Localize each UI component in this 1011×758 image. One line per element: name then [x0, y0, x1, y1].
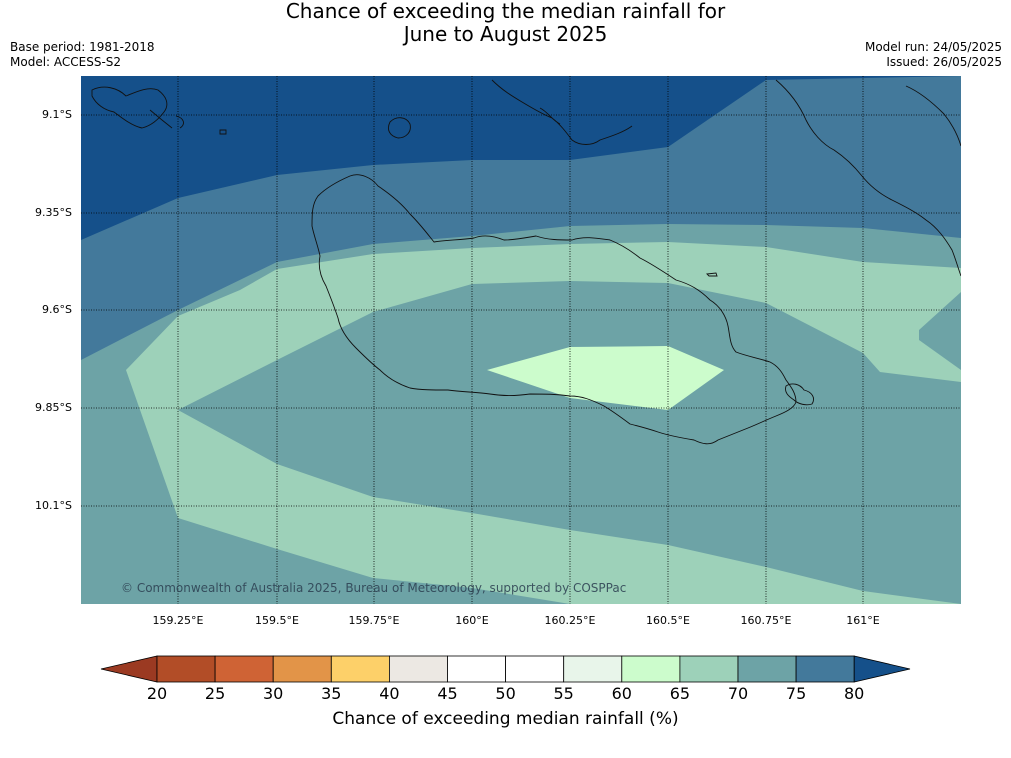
contour-band-60-65: [487, 346, 724, 410]
colorbar-segment-30-35: [272, 655, 332, 683]
base-period-text: Base period: 1981-2018: [10, 40, 155, 54]
colorbar-tick-40: 40: [379, 684, 400, 703]
colorbar-tick-35: 35: [321, 684, 342, 703]
colorbar-segment-45-50: [447, 655, 506, 683]
florida-islands-coastline: [387, 117, 411, 139]
map-title: Chance of exceeding the median rainfall …: [0, 0, 1011, 46]
colorbar-segment-55-60: [563, 655, 623, 683]
colorbar-tick-25: 25: [204, 684, 226, 703]
colorbar-over-arrow: [853, 655, 911, 683]
colorbar-under-arrow: [100, 655, 158, 683]
model-text: Model: ACCESS-S2: [10, 55, 122, 69]
meta-left: Base period: 1981-2018 Model: ACCESS-S2: [10, 40, 155, 70]
meta-right: Model run: 24/05/2025 Issued: 26/05/2025: [865, 40, 1002, 70]
model-run-text: Model run: 24/05/2025: [864, 40, 1002, 54]
latitude-label-1: 9.1°S: [42, 108, 72, 121]
colorbar-segment-35-40: [330, 655, 390, 683]
longitude-label-4: 160°E: [455, 614, 489, 627]
colorbar-tick-60: 60: [611, 684, 632, 703]
nearby-islet-coastline: [785, 383, 815, 406]
colorbar-segment-65-70: [679, 655, 739, 683]
latitude-label-2: 9.35°S: [35, 206, 72, 219]
colorbar-tick-55: 55: [553, 684, 574, 703]
colorbar-tick-80: 80: [844, 684, 865, 703]
title-line-1: Chance of exceeding the median rainfall …: [285, 0, 726, 23]
longitude-label-2: 159.5°E: [255, 614, 299, 627]
colorbar-segment-75-80: [795, 655, 855, 683]
title-line-2: June to August 2025: [403, 22, 608, 46]
colorbar-segment-50-55: [505, 655, 565, 683]
latitude-label-3: 9.6°S: [42, 303, 72, 316]
colorbar-tick-65: 65: [669, 684, 691, 703]
makira-coastline: [775, 79, 961, 277]
contour-band-65-70: [126, 242, 961, 604]
copyright-notice: © Commonwealth of Australia 2025, Bureau…: [121, 581, 626, 595]
longitude-label-7: 160.75°E: [740, 614, 792, 627]
small-islet-coastline: [219, 129, 718, 277]
longitude-label-5: 160.25°E: [544, 614, 596, 627]
colorbar-tick-45: 45: [437, 684, 458, 703]
contour-layer: [81, 76, 961, 604]
colorbar-tick-70: 70: [727, 684, 749, 703]
longitude-label-3: 159.75°E: [348, 614, 400, 627]
colorbar-segment-20-25: [156, 655, 216, 683]
colorbar-tick-50: 50: [495, 684, 516, 703]
colorbar-segment-70-75: [737, 655, 797, 683]
latitude-label-5: 10.1°S: [35, 499, 72, 512]
colorbar: [100, 655, 911, 683]
issued-text: Issued: 26/05/2025: [886, 55, 1002, 69]
colorbar-tick-75: 75: [785, 684, 807, 703]
latitude-label-4: 9.85°S: [35, 401, 72, 414]
longitude-label-8: 161°E: [846, 614, 880, 627]
longitude-label-1: 159.25°E: [152, 614, 204, 627]
colorbar-title: Chance of exceeding median rainfall (%): [332, 709, 679, 729]
longitude-label-6: 160.5°E: [646, 614, 690, 627]
malaita-coastline: [491, 79, 633, 145]
graticule: [81, 76, 961, 604]
colorbar-segment-40-45: [388, 655, 448, 683]
colorbar-tick-20: 20: [146, 684, 168, 703]
colorbar-segment-25-30: [214, 655, 274, 683]
colorbar-segment-60-65: [621, 655, 681, 683]
colorbar-tick-30: 30: [263, 684, 284, 703]
island-coastline: [311, 174, 797, 445]
